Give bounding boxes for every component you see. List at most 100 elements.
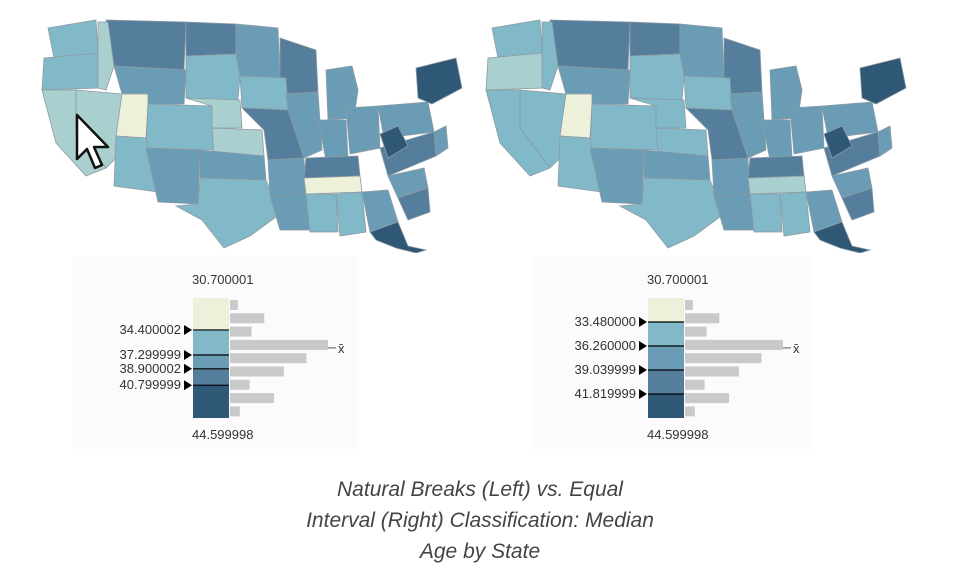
state-region xyxy=(549,19,631,71)
state-region xyxy=(679,23,725,79)
histogram-bar xyxy=(230,379,250,390)
mean-symbol: x̄ xyxy=(793,341,800,356)
state-region xyxy=(379,125,409,159)
state-region xyxy=(789,105,825,155)
state-region xyxy=(305,193,339,233)
legend-class-swatch xyxy=(193,385,229,418)
state-region xyxy=(729,91,767,159)
legend-break-arrow-icon xyxy=(184,324,192,335)
us-map-left xyxy=(41,19,463,253)
histogram-bar xyxy=(230,313,265,324)
state-region xyxy=(185,97,243,129)
histogram-bar xyxy=(685,393,730,404)
legend-class-swatch xyxy=(193,368,229,386)
state-region xyxy=(325,65,359,121)
state-region xyxy=(397,187,431,221)
state-region xyxy=(541,21,559,91)
state-region xyxy=(145,147,201,205)
state-region xyxy=(629,21,681,57)
state-region xyxy=(683,75,733,111)
legend-break-arrow-icon xyxy=(184,363,192,374)
state-region xyxy=(303,155,361,179)
mouse-cursor-icon xyxy=(74,113,114,171)
legend-class-swatch xyxy=(193,298,229,330)
histogram-bar xyxy=(230,393,275,404)
state-region xyxy=(145,103,215,151)
state-region xyxy=(629,97,687,129)
histogram-bar xyxy=(685,300,693,310)
histogram-bar xyxy=(230,406,240,417)
legend-break-arrow-icon xyxy=(184,349,192,360)
legend-break-arrow-icon xyxy=(639,365,647,375)
legend-break-arrow-icon xyxy=(639,341,647,351)
caption-line-2: Interval (Right) Classification: Median xyxy=(306,509,654,532)
state-region xyxy=(303,175,363,195)
legend-break-label: 33.480000 xyxy=(575,314,636,329)
legend-break-label: 41.819999 xyxy=(575,386,636,401)
histogram-bar xyxy=(230,353,307,364)
equal-interval-legend: 30.700001 44.599998 33.480000 36.260000 39… xyxy=(532,256,812,449)
legend-class-swatch xyxy=(193,354,229,369)
state-region xyxy=(97,21,115,91)
state-region xyxy=(369,221,428,253)
state-region xyxy=(747,155,805,179)
legend-class-swatch xyxy=(648,370,684,394)
legend-class-swatch xyxy=(193,329,229,355)
state-region xyxy=(239,75,289,111)
state-region xyxy=(485,52,545,91)
state-region xyxy=(589,103,659,151)
legend-break-arrow-icon xyxy=(184,380,192,391)
histogram-bar xyxy=(685,326,707,337)
histogram-bar xyxy=(685,379,705,390)
state-region xyxy=(345,105,381,155)
legend-break-label: 34.400002 xyxy=(120,322,181,337)
state-region xyxy=(185,21,237,57)
state-region xyxy=(841,187,875,221)
legend-bottom-value: 44.599998 xyxy=(647,427,708,442)
histogram-bar xyxy=(230,326,252,337)
histogram-bar xyxy=(685,313,720,324)
state-region xyxy=(41,52,101,91)
state-region xyxy=(269,193,311,231)
legend-class-swatch xyxy=(648,346,684,370)
state-region xyxy=(115,93,149,139)
state-region xyxy=(859,57,907,105)
mean-symbol: x̄ xyxy=(338,341,345,356)
histogram-bar xyxy=(230,339,328,350)
state-region xyxy=(519,89,567,169)
state-region xyxy=(235,23,281,79)
state-region xyxy=(711,157,751,197)
state-region xyxy=(779,191,811,237)
legend-break-label: 36.260000 xyxy=(575,338,636,353)
state-region xyxy=(747,175,807,195)
state-region xyxy=(761,119,793,161)
state-region xyxy=(317,119,349,161)
state-region xyxy=(589,147,645,205)
legend-break-label: 40.799999 xyxy=(120,377,181,392)
legend-bottom-value: 44.599998 xyxy=(192,427,253,442)
legend-top-value: 30.700001 xyxy=(192,272,253,287)
us-map-right xyxy=(485,19,907,253)
state-region xyxy=(335,191,367,237)
state-region xyxy=(749,193,783,233)
histogram-bar xyxy=(230,366,284,377)
state-region xyxy=(105,19,187,71)
state-region xyxy=(491,19,543,59)
legend-class-swatch xyxy=(648,394,684,418)
state-region xyxy=(185,53,241,101)
legend-break-label: 37.299999 xyxy=(120,347,181,362)
histogram-bar xyxy=(230,300,238,310)
state-region xyxy=(285,91,323,159)
legend-break-label: 39.039999 xyxy=(575,362,636,377)
histogram-bar xyxy=(685,406,695,417)
figure-caption: Natural Breaks (Left) vs. Equal Interval… xyxy=(200,474,760,567)
legend-break-arrow-icon xyxy=(639,317,647,327)
legend-class-swatch xyxy=(648,322,684,346)
state-region xyxy=(433,125,449,157)
histogram-bar xyxy=(685,366,739,377)
histogram-bar xyxy=(685,339,783,350)
state-region xyxy=(769,65,803,121)
state-region xyxy=(47,19,99,59)
legend-top-value: 30.700001 xyxy=(647,272,708,287)
state-region xyxy=(823,125,853,159)
